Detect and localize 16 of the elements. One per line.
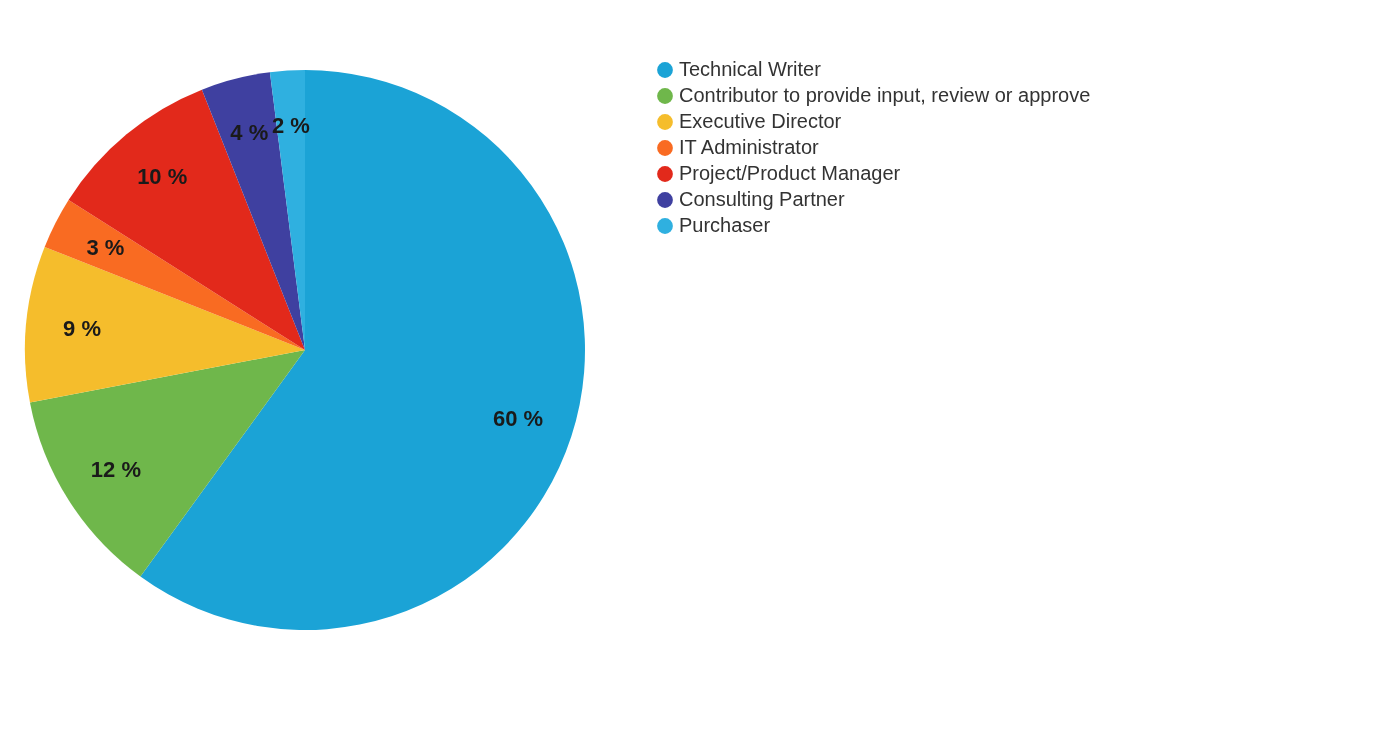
pie-slice bbox=[140, 70, 585, 630]
legend-label: Executive Director bbox=[679, 110, 842, 132]
legend-label: Technical Writer bbox=[679, 58, 822, 80]
pie-slice bbox=[29, 350, 305, 577]
data-label: 10 % bbox=[137, 164, 188, 190]
legend-label: Consulting Partner bbox=[679, 188, 845, 210]
legend-label: Contributor to provide input, review or approve bbox=[679, 84, 1091, 106]
data-label: 3 % bbox=[86, 235, 125, 261]
data-label: 9 % bbox=[63, 315, 101, 341]
legend-label: IT Administrator bbox=[679, 136, 820, 158]
pie-slice bbox=[44, 199, 305, 350]
legend-label: Purchaser bbox=[679, 214, 771, 236]
data-label: 4 % bbox=[230, 120, 269, 146]
data-label: 12 % bbox=[90, 457, 141, 483]
legend-label: Project/Product Manager bbox=[679, 162, 901, 184]
data-label: 60 % bbox=[492, 406, 544, 432]
